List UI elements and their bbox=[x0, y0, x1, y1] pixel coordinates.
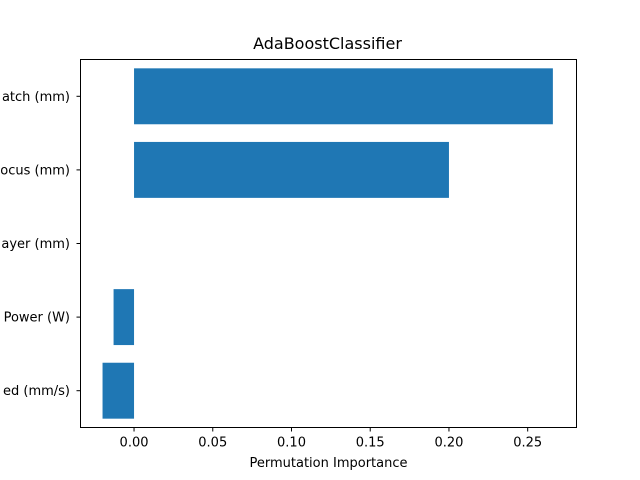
x-tick-label: 0.15 bbox=[356, 436, 385, 451]
y-tick-label: atch (mm) bbox=[2, 90, 70, 105]
plot-frame bbox=[80, 59, 577, 428]
y-tick-label: ed (mm/s) bbox=[3, 384, 70, 399]
x-axis-label: Permutation Importance bbox=[250, 456, 408, 471]
chart-title: AdaBoostClassifier bbox=[253, 34, 402, 53]
x-tick-label: 0.05 bbox=[198, 436, 227, 451]
y-tick-label: ocus (mm) bbox=[0, 163, 70, 178]
x-tick-layer: 0.00 0.05 0.10 0.15 0.20 0.25 bbox=[120, 427, 542, 451]
x-tick-label: 0.10 bbox=[277, 436, 306, 451]
x-tick-label: 0.00 bbox=[120, 436, 149, 451]
y-tick-label: ayer (mm) bbox=[1, 237, 70, 252]
bars-layer bbox=[102, 68, 553, 419]
y-tick-layer: atch (mm) ocus (mm) ayer (mm) Power (W) ed (… bbox=[0, 90, 81, 399]
bar bbox=[134, 141, 449, 198]
x-tick-label: 0.25 bbox=[513, 436, 542, 451]
bar bbox=[102, 362, 135, 419]
bar bbox=[134, 68, 553, 125]
y-tick-label: Power (W) bbox=[4, 311, 70, 326]
x-tick-label: 0.20 bbox=[434, 436, 463, 451]
bar bbox=[113, 289, 135, 346]
